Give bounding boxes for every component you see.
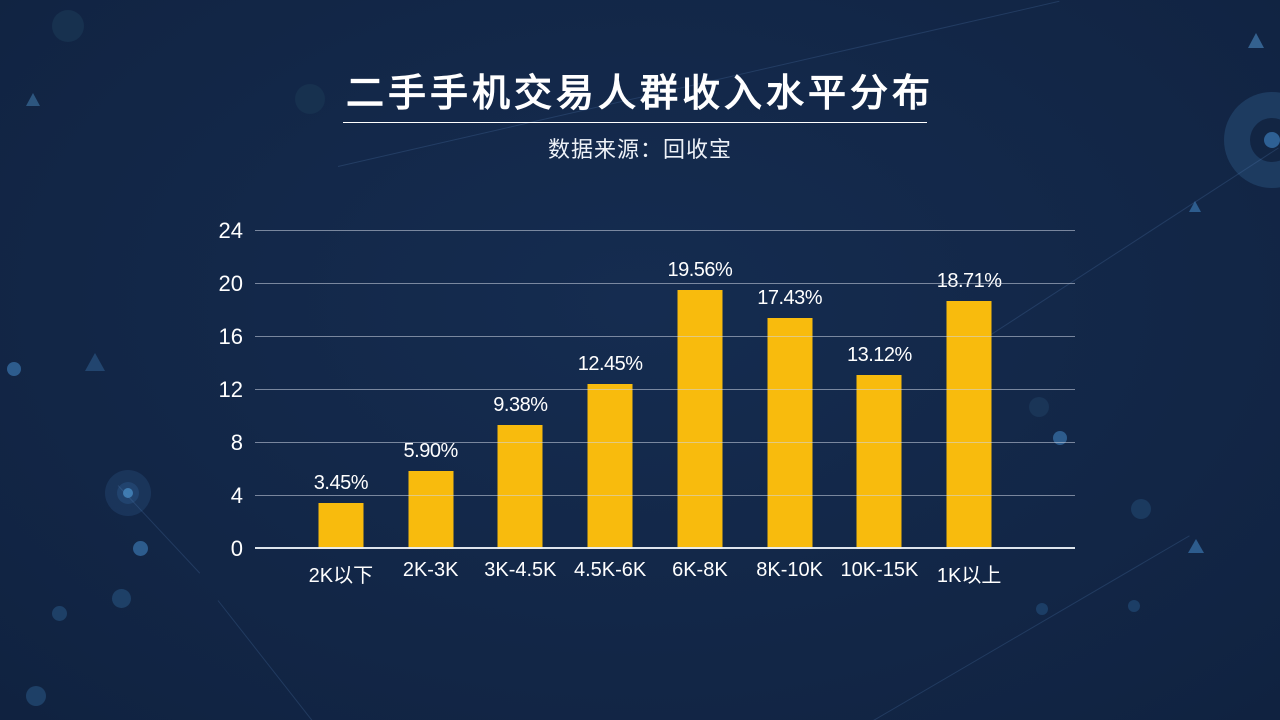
decor-dot — [7, 362, 21, 376]
gridline — [255, 336, 1075, 337]
y-tick-label: 0 — [230, 536, 243, 561]
plot-area: 3.45% 5.90% 9.38% 12.45% 19.56% 17.43% 13.12% 1… — [255, 230, 1075, 549]
bar-1K以上 — [946, 301, 992, 549]
x-axis-label: 8K-10K — [756, 559, 823, 581]
decor-ring-dot — [123, 488, 133, 498]
bar-value-label: 9.38% — [493, 393, 548, 416]
x-axis-label: 3K-4.5K — [484, 559, 557, 581]
bar-slot: 9.38% — [476, 231, 566, 549]
gridline — [255, 230, 1075, 231]
decor-dot — [1036, 603, 1048, 615]
bar-3K-4.5K — [497, 424, 543, 549]
y-tick-label: 16 — [218, 324, 243, 349]
x-axis-label: 10K-15K — [840, 559, 919, 581]
decor-circle — [1131, 499, 1151, 519]
bar-value-label: 19.56% — [667, 258, 733, 281]
bar-slot: 13.12% — [835, 231, 925, 549]
y-axis: 0 4 8 12 16 20 24 — [130, 218, 243, 561]
bar-value-label: 17.43% — [757, 287, 823, 310]
decor-triangle-icon — [1189, 198, 1201, 212]
decor-triangle-icon — [26, 90, 40, 106]
bar-slot: 3.45% — [296, 231, 386, 549]
y-tick-label: 20 — [218, 271, 243, 296]
decor-dot — [52, 606, 67, 621]
bar-slot: 12.45% — [565, 231, 655, 549]
y-tick-label: 4 — [230, 483, 243, 508]
gridline — [255, 495, 1075, 496]
gridline — [255, 389, 1075, 390]
bar-value-label: 18.71% — [936, 270, 1002, 293]
decor-line — [217, 600, 313, 720]
y-tick-label: 8 — [230, 430, 243, 455]
decor-bullseye-dot — [1264, 132, 1280, 148]
title-divider — [343, 122, 927, 123]
bar-6K-8K — [677, 289, 723, 549]
x-axis-line — [255, 547, 1075, 549]
decor-dot — [133, 541, 148, 556]
x-axis-label: 1K以上 — [936, 565, 1002, 587]
bars: 3.45% 5.90% 9.38% 12.45% 19.56% 17.43% 13.12% 1… — [296, 231, 1014, 549]
decor-dot — [1053, 431, 1067, 445]
bar-value-label: 12.45% — [577, 353, 643, 376]
bar-2K以下 — [318, 503, 364, 549]
bar-10K-15K — [856, 375, 902, 549]
decor-triangle-icon — [1248, 30, 1264, 48]
x-axis-label: 2K-3K — [402, 559, 459, 581]
bar-value-label: 13.12% — [846, 344, 912, 367]
x-axis-label: 2K以下 — [308, 565, 374, 587]
gridline — [255, 283, 1075, 284]
decor-dot — [112, 589, 131, 608]
bar-slot: 18.71% — [924, 231, 1014, 549]
x-axis-label: 4.5K-6K — [573, 559, 647, 581]
data-source-label: 数据来源：回收宝 — [547, 137, 732, 162]
bar-slot: 17.43% — [745, 231, 835, 549]
decor-dot — [26, 686, 46, 706]
page-title: 二手手机交易人群收入水平分布 — [345, 73, 934, 115]
bar-value-label: 5.90% — [403, 439, 459, 462]
decor-circle — [1029, 397, 1049, 417]
bar-8K-10K — [767, 318, 813, 549]
decor-triangle-icon — [85, 350, 105, 371]
bar-4.5K-6K — [587, 384, 633, 549]
y-tick-label: 12 — [218, 377, 243, 402]
bar-slot: 19.56% — [655, 231, 745, 549]
bar-value-label: 3.45% — [313, 472, 369, 495]
decor-circle — [52, 10, 84, 42]
decor-circle — [295, 84, 325, 114]
gridline — [255, 442, 1075, 443]
bar-slot: 5.90% — [386, 231, 476, 549]
bar-2K-3K — [408, 470, 454, 549]
x-axis-label: 6K-8K — [672, 559, 728, 581]
y-tick-label: 24 — [218, 218, 243, 243]
decor-triangle-icon — [1188, 536, 1204, 553]
decor-dot — [1128, 600, 1140, 612]
x-axis-labels: 2K以下 2K-3K 3K-4.5K 4.5K-6K 6K-8K 8K-10K 10K-15… — [296, 559, 1014, 588]
